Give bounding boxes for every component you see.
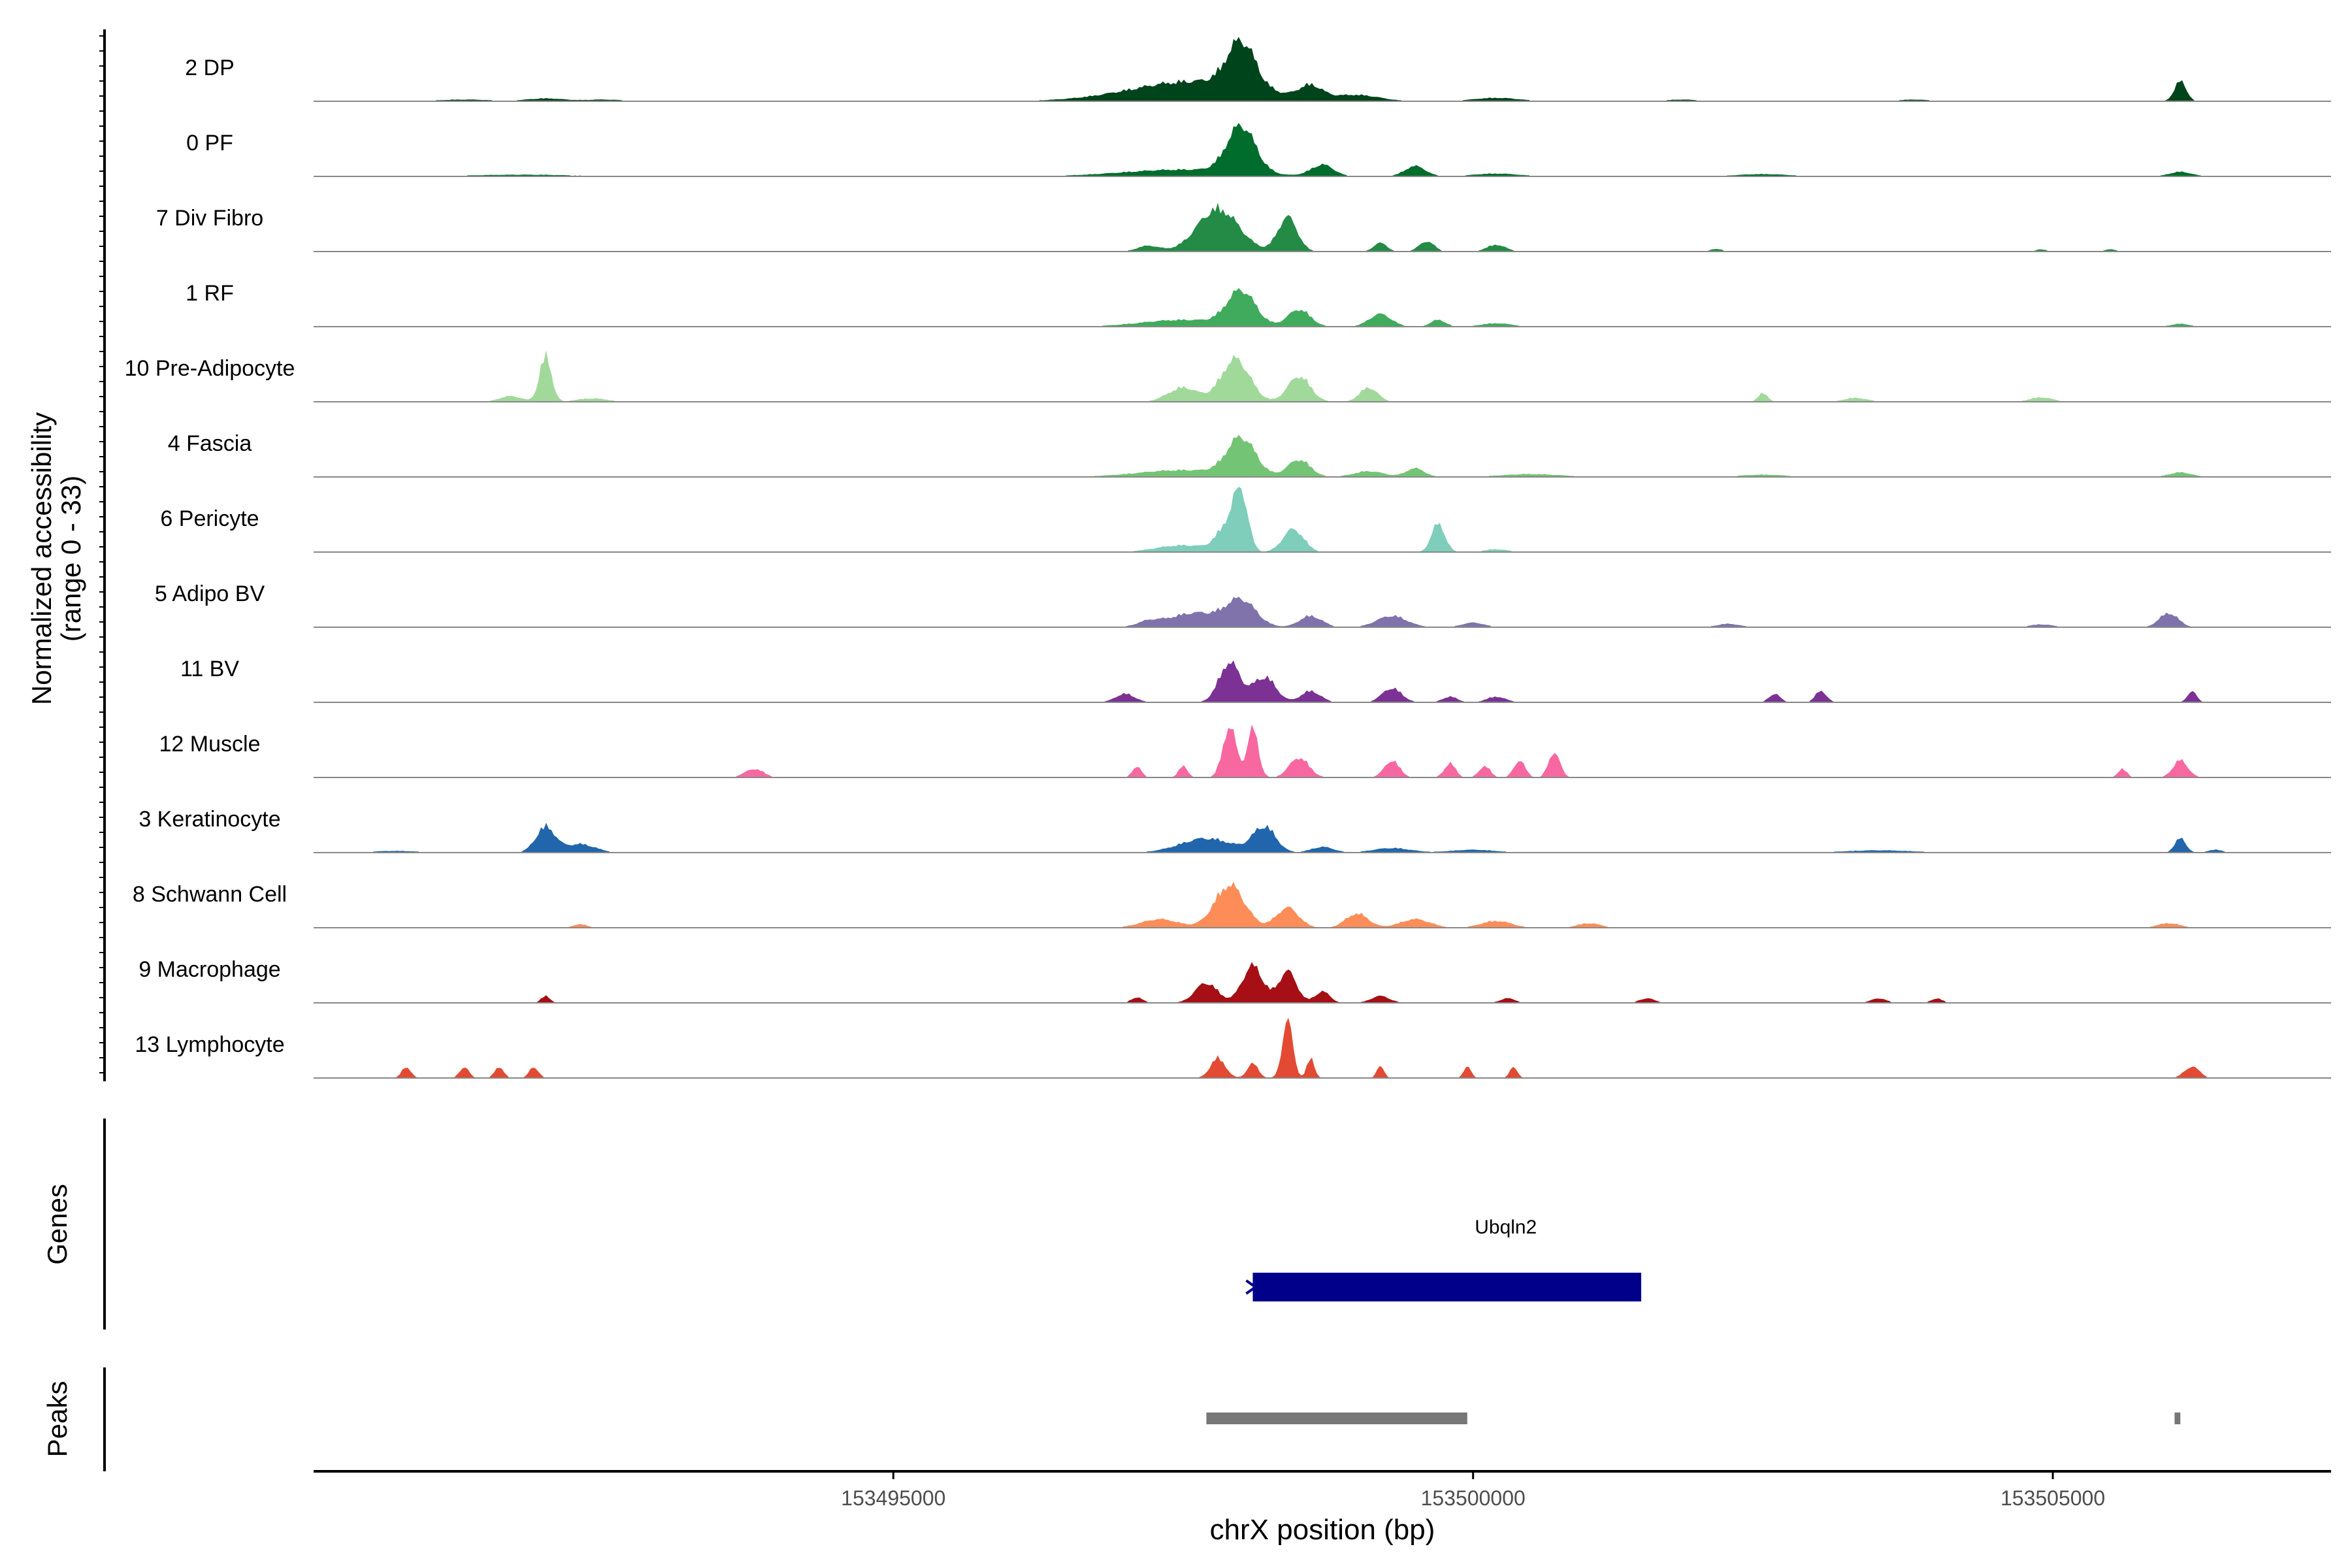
peaks-track: Peaks [42, 1367, 2181, 1471]
track-1-rf: 1 RF [186, 281, 2331, 327]
coverage-area [314, 37, 2331, 101]
x-tick-label: 153495000 [841, 1486, 945, 1510]
y-axis-label-line2: (range 0 - 33) [56, 476, 86, 642]
x-tick-label: 153500000 [1421, 1486, 1526, 1510]
coverage-area [314, 203, 2331, 252]
coverage-area [314, 350, 2331, 402]
track-label: 5 Adipo BV [155, 581, 265, 606]
track-5-adipo-bv: 5 Adipo BV [155, 581, 2331, 628]
peak-region [1206, 1413, 1467, 1424]
coverage-area [314, 487, 2331, 552]
track-6-pericyte: 6 Pericyte [160, 487, 2331, 553]
track-0-pf: 0 PF [186, 123, 2331, 177]
track-label: 3 Keratinocyte [139, 807, 280, 832]
x-axis-label: chrX position (bp) [1210, 1514, 1435, 1546]
coverage-area [314, 1017, 2331, 1078]
track-label: 0 PF [186, 131, 233, 155]
track-13-lymphocyte: 13 Lymphocyte [135, 1017, 2331, 1079]
track-4-fascia: 4 Fascia [168, 431, 2331, 478]
track-label: 12 Muscle [159, 732, 261, 757]
coverage-area [314, 724, 2331, 777]
y-axis-label-line1: Normalized accessibility [26, 412, 57, 705]
track-label: 10 Pre-Adipocyte [125, 356, 295, 381]
track-8-schwann-cell: 8 Schwann Cell [133, 881, 2331, 928]
gene-strand-arrow [1245, 1279, 1258, 1295]
accessibility-tracks: 2 DP 0 PF 7 Div Fibro 1 RF 10 Pre-Adipocyte 4… [125, 37, 2331, 1079]
track-label: 8 Schwann Cell [133, 882, 287, 907]
coverage-area [314, 962, 2331, 1003]
genes-track-label: Genes [42, 1184, 73, 1265]
genes-track: Genes Ubqln2 [42, 1119, 1642, 1330]
coverage-area [314, 123, 2331, 176]
track-2-dp: 2 DP [185, 37, 2331, 102]
track-label: 9 Macrophage [139, 957, 280, 982]
gene-name: Ubqln2 [1475, 1217, 1537, 1238]
track-11-bv: 11 BV [180, 657, 2331, 703]
track-label: 7 Div Fibro [156, 206, 263, 231]
peaks-track-label: Peaks [42, 1381, 73, 1458]
track-label: 1 RF [186, 281, 234, 306]
coverage-area [314, 881, 2331, 928]
peak-region [2174, 1413, 2181, 1424]
track-label: 6 Pericyte [160, 506, 259, 531]
x-axis: 153495000 153500000 153505000 [314, 1470, 2331, 1510]
coverage-area [314, 660, 2331, 702]
coverage-area [314, 434, 2331, 477]
track-3-keratinocyte: 3 Keratinocyte [139, 807, 2331, 853]
gene-body [1252, 1273, 1642, 1301]
track-10-pre-adipocyte: 10 Pre-Adipocyte [125, 350, 2331, 402]
y-axis [99, 29, 106, 1081]
track-label: 2 DP [185, 56, 235, 80]
track-7-div-fibro: 7 Div Fibro [156, 203, 2331, 252]
coverage-area [314, 287, 2331, 327]
track-label: 4 Fascia [168, 431, 252, 456]
track-12-muscle: 12 Muscle [159, 724, 2331, 778]
track-9-macrophage: 9 Macrophage [139, 957, 2331, 1004]
x-tick-label: 153505000 [2001, 1486, 2105, 1510]
track-label: 13 Lymphocyte [135, 1032, 284, 1057]
coverage-area [314, 596, 2331, 627]
coverage-area [314, 823, 2331, 853]
track-label: 11 BV [180, 657, 239, 681]
